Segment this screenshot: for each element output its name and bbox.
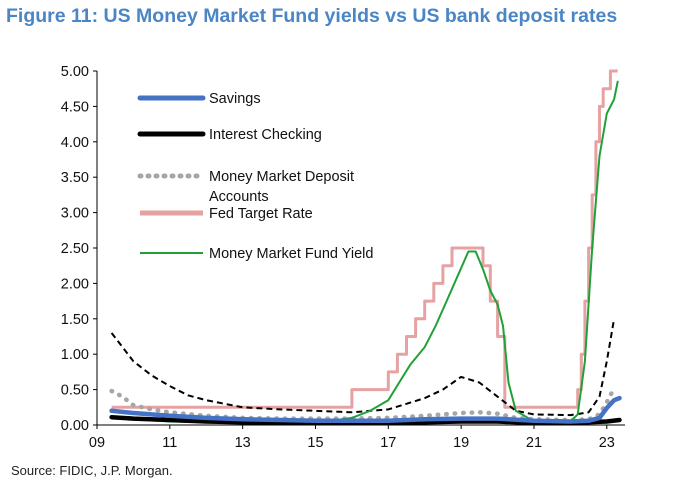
y-tick-label: 1.50 [61, 312, 89, 328]
x-tick-label: 09 [89, 435, 105, 451]
x-tick-label: 19 [453, 435, 469, 451]
chart-title: Figure 11: US Money Market Fund yields v… [6, 5, 618, 27]
legend-label-savings: Savings [209, 91, 261, 107]
series-line-savings [109, 395, 622, 424]
source-note: Source: FIDIC, J.P. Morgan. [11, 463, 173, 478]
series-line-fed-target-rate [111, 69, 618, 409]
x-tick-label: 13 [235, 435, 251, 451]
x-tick-label: 17 [380, 435, 396, 451]
y-tick-label: 4.50 [61, 99, 89, 115]
y-tick-label: 3.50 [61, 170, 89, 186]
chart-ticks: 0.00 0.50 1.00 1.50 2.00 2.50 3.00 3.50 4.00 4.50… [61, 64, 615, 451]
x-tick-label: 23 [599, 435, 615, 451]
series-line-unlabeled-dashed [110, 318, 616, 417]
y-tick-label: 4.00 [61, 135, 89, 151]
y-tick-label: 2.00 [61, 276, 89, 292]
x-tick-label: 11 [162, 435, 177, 451]
chart-series [109, 69, 622, 426]
legend-label-mmda-line2: Accounts [209, 189, 269, 205]
chart-legend: Savings Interest Checking Money Market D… [137, 91, 373, 262]
legend-label-mmda-line1: Money Market Deposit [209, 169, 354, 185]
y-tick-label: 1.00 [61, 347, 89, 363]
y-tick-label: 5.00 [61, 64, 89, 80]
y-tick-label: 2.50 [61, 241, 89, 257]
y-tick-label: 0.00 [61, 418, 89, 434]
legend-label-mmf-yield: Money Market Fund Yield [209, 246, 373, 262]
x-tick-label: 21 [526, 435, 542, 451]
y-tick-label: 3.00 [61, 206, 89, 222]
legend-label-fed-target: Fed Target Rate [209, 206, 313, 222]
x-tick-label: 15 [307, 435, 323, 451]
legend-label-interest-checking: Interest Checking [209, 127, 322, 143]
y-tick-label: 0.50 [61, 383, 89, 399]
